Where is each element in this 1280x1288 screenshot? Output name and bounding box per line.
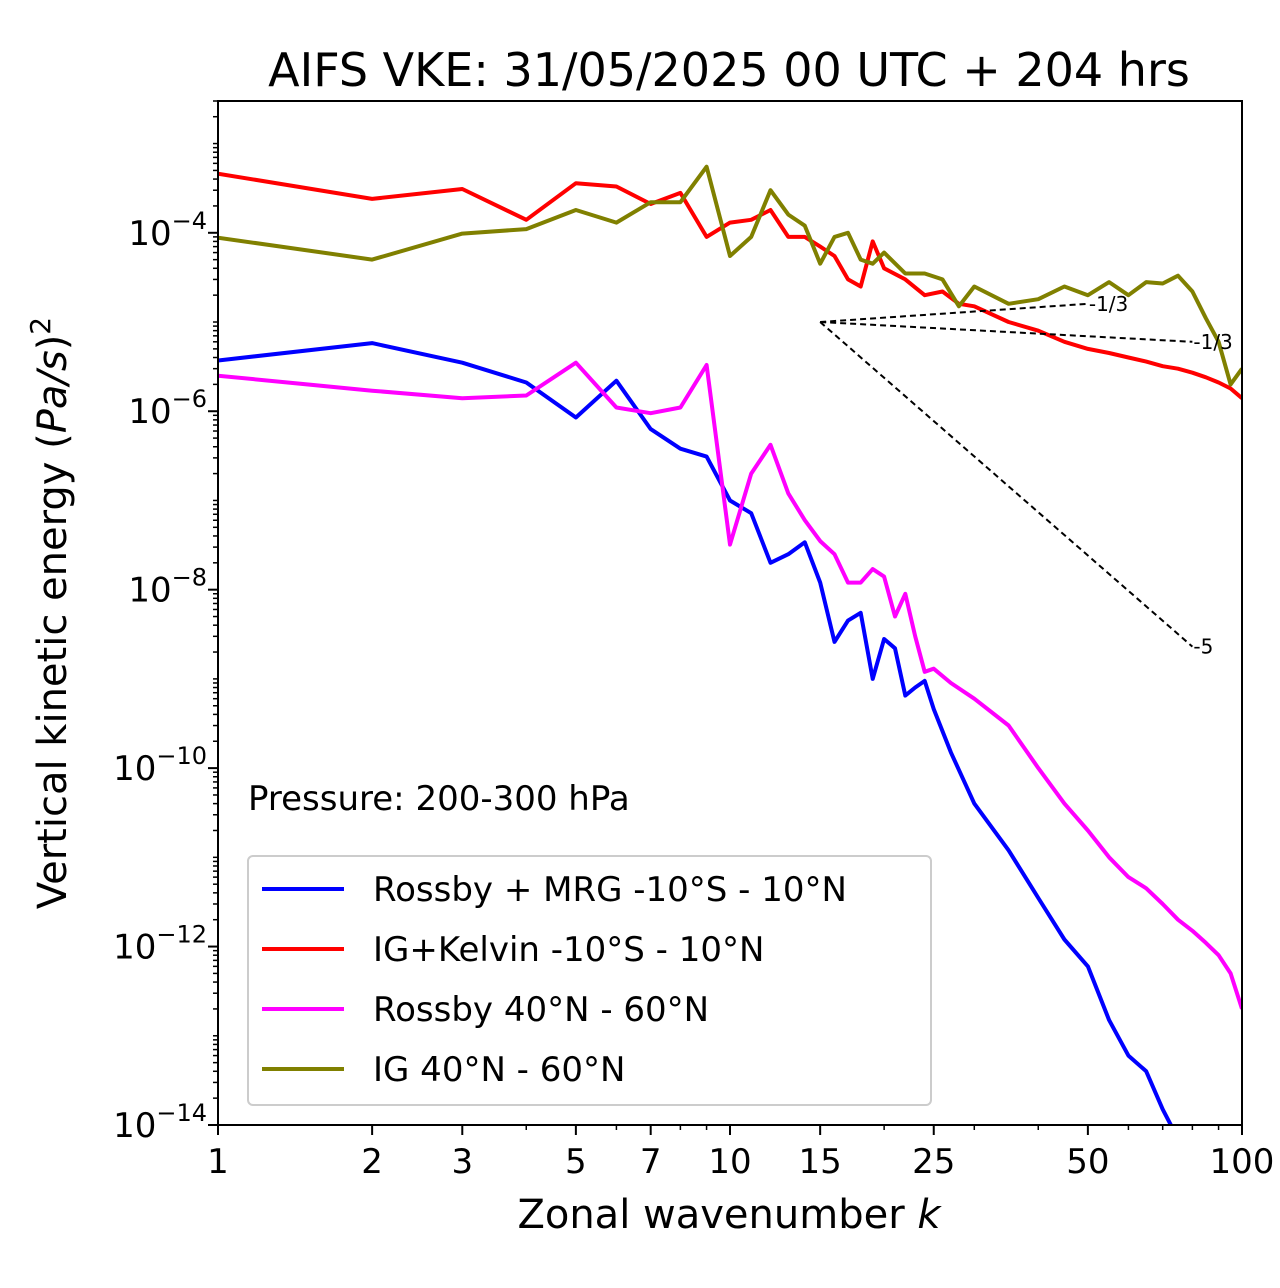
y-tick-label: 10−12	[113, 921, 207, 968]
y-tick-label: 10−8	[128, 564, 207, 611]
y-tick-label: 10−4	[128, 207, 207, 254]
reference-line-0	[820, 302, 1088, 324]
y-tick-label: 10−10	[113, 742, 207, 789]
reference-slopes: -1/3 -1/3 -5	[819, 292, 1233, 659]
reference-line-label-1: -1/3	[1193, 330, 1232, 354]
reference-line-1	[820, 321, 1193, 343]
x-tick-label: 25	[912, 1142, 955, 1182]
x-axis-label: Zonal wavenumber k	[517, 1192, 942, 1238]
plot-area	[218, 164, 1242, 1125]
legend-label-3: IG 40°N - 60°N	[373, 1050, 625, 1090]
legend-label-2: Rossby 40°N - 60°N	[373, 990, 709, 1030]
x-tick-label: 5	[565, 1142, 587, 1182]
x-tick-label: 10	[708, 1142, 751, 1182]
y-axis-label: Vertical kinetic energy (Pa/s)2	[24, 317, 76, 909]
series-line-3	[218, 164, 1242, 387]
legend-label-1: IG+Kelvin -10°S - 10°N	[373, 930, 764, 970]
x-axis: 1 2 3 5 7 10 15 25 50 100	[207, 1125, 1274, 1182]
x-tick-label: 7	[640, 1142, 662, 1182]
x-tick-label: 100	[1210, 1142, 1275, 1182]
reference-line-2	[819, 321, 1194, 648]
pressure-annotation: Pressure: 200-300 hPa	[248, 779, 630, 819]
series-line-2	[218, 360, 1242, 1010]
legend-box	[247, 855, 932, 1106]
series-line-1	[218, 171, 1242, 400]
plot-frame	[217, 100, 1243, 1126]
x-tick-label: 1	[207, 1142, 229, 1182]
chart-title: AIFS VKE: 31/05/2025 00 UTC + 204 hrs	[268, 43, 1190, 97]
x-tick-label: 2	[361, 1142, 383, 1182]
x-tick-label: 15	[799, 1142, 842, 1182]
legend-label-0: Rossby + MRG -10°S - 10°N	[373, 870, 847, 910]
legend: Rossby + MRG -10°S - 10°N IG+Kelvin -10°S…	[247, 855, 932, 1106]
y-tick-label: 10−14	[113, 1099, 207, 1146]
reference-line-label-0: -1/3	[1089, 292, 1128, 316]
y-axis: 10−4 10−6 10−8 10−10 10−12 10−14	[113, 100, 218, 1146]
y-tick-label: 10−6	[128, 385, 207, 432]
reference-line-label-2: -5	[1193, 635, 1213, 659]
x-tick-label: 50	[1066, 1142, 1109, 1182]
x-tick-label: 3	[451, 1142, 473, 1182]
series-line-0	[218, 341, 1174, 1125]
